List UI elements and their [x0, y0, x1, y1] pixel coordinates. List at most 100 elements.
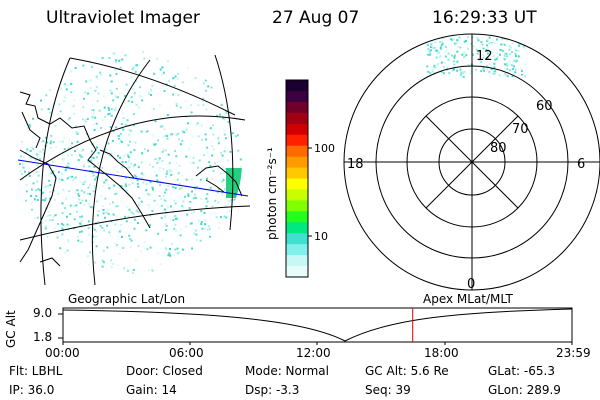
aurora-pixel	[109, 74, 112, 77]
aurora-pixel	[153, 72, 156, 75]
aurora-pixel	[35, 195, 38, 198]
aurora-pixel	[439, 46, 442, 49]
aurora-pixel	[191, 190, 193, 193]
aurora-pixel	[129, 129, 132, 132]
aurora-pixel	[115, 215, 118, 218]
aurora-pixel	[87, 220, 90, 223]
aurora-pixel	[476, 47, 479, 50]
aurora-pixel	[36, 153, 39, 156]
aurora-pixel	[225, 110, 228, 113]
aurora-pixel	[114, 109, 117, 112]
aurora-pixel	[164, 249, 167, 251]
aurora-pixel	[205, 197, 208, 200]
aurora-pixel	[212, 133, 215, 136]
aurora-pixel	[128, 178, 131, 181]
aurora-pixel	[124, 161, 127, 163]
aurora-pixel	[438, 56, 441, 59]
aurora-pixel	[66, 249, 69, 252]
aurora-pixel	[81, 118, 84, 121]
aurora-pixel	[187, 193, 190, 196]
aurora-pixel	[220, 103, 223, 106]
aurora-pixel	[58, 177, 61, 180]
aurora-pixel	[44, 174, 47, 177]
aurora-pixel	[115, 87, 118, 90]
aurora-pixel	[29, 155, 32, 158]
aurora-pixel	[78, 198, 81, 201]
aurora-pixel	[53, 199, 56, 202]
aurora-pixel	[49, 190, 52, 193]
aurora-pixel	[158, 195, 161, 197]
aurora-pixel	[210, 86, 213, 89]
aurora-pixel	[155, 174, 158, 177]
aurora-pixel	[452, 67, 455, 70]
aurora-pixel	[431, 68, 434, 71]
aurora-pixel	[120, 185, 123, 187]
aurora-pixel	[128, 165, 131, 168]
aurora-pixel	[62, 179, 65, 181]
aurora-pixel	[102, 209, 105, 211]
aurora-pixel	[444, 45, 447, 48]
aurora-pixel	[209, 235, 211, 238]
aurora-pixel	[75, 176, 77, 179]
aurora-pixel	[145, 130, 148, 133]
aurora-pixel	[35, 170, 38, 173]
aurora-pixel	[185, 128, 188, 131]
aurora-pixel	[517, 55, 520, 58]
aurora-pixel	[30, 202, 33, 205]
aurora-pixel	[133, 163, 136, 166]
aurora-pixel	[130, 211, 133, 214]
aurora-pixel	[162, 168, 165, 171]
aurora-pixel	[133, 149, 136, 152]
aurora-pixel	[506, 39, 509, 42]
aurora-pixel	[68, 224, 71, 227]
aurora-pixel	[456, 60, 459, 63]
aurora-pixel	[76, 132, 79, 135]
timeline-xtick-24: 23:59	[556, 346, 591, 360]
aurora-pixel	[237, 149, 240, 152]
aurora-pixel	[473, 57, 476, 60]
aurora-pixel	[130, 239, 133, 242]
color-bar-strip	[286, 211, 308, 223]
aurora-pixel	[227, 159, 230, 162]
aurora-pixel	[165, 229, 167, 231]
aurora-pixel	[125, 220, 128, 223]
aurora-pixel	[516, 57, 518, 60]
aurora-pixel	[149, 214, 152, 217]
aurora-pixel	[101, 185, 104, 188]
aurora-pixel	[209, 164, 212, 167]
aurora-pixel	[43, 152, 46, 155]
aurora-pixel	[91, 171, 94, 174]
aurora-pixel	[159, 125, 162, 128]
aurora-pixel	[193, 197, 196, 200]
aurora-pixel	[62, 150, 65, 153]
aurora-pixel	[169, 133, 172, 136]
aurora-pixel	[439, 47, 442, 50]
aurora-pixel	[462, 51, 465, 54]
aurora-pixel	[464, 56, 467, 59]
aurora-pixel	[181, 248, 184, 251]
aurora-pixel	[103, 181, 106, 184]
aurora-pixel	[81, 181, 84, 184]
aurora-pixel	[222, 172, 225, 175]
aurora-pixel	[95, 75, 98, 78]
aurora-pixel	[101, 226, 104, 229]
status-gain: Gain: 14	[126, 383, 177, 397]
aurora-pixel	[76, 140, 79, 143]
aurora-pixel	[171, 133, 174, 136]
aurora-pixel	[206, 151, 209, 154]
aurora-pixel	[240, 179, 242, 182]
aurora-pixel	[126, 119, 129, 122]
aurora-pixel	[163, 208, 166, 211]
aurora-pixel	[127, 88, 130, 91]
geographic-aurora-image	[19, 51, 242, 274]
aurora-pixel	[149, 246, 152, 249]
aurora-pixel	[32, 182, 35, 185]
color-bar-strip	[286, 134, 308, 147]
aurora-pixel	[83, 97, 85, 100]
aurora-pixel	[177, 138, 180, 141]
aurora-pixel	[124, 177, 127, 179]
aurora-pixel	[174, 223, 177, 226]
aurora-pixel	[200, 221, 203, 223]
aurora-pixel	[194, 230, 197, 233]
aurora-pixel	[220, 151, 222, 154]
